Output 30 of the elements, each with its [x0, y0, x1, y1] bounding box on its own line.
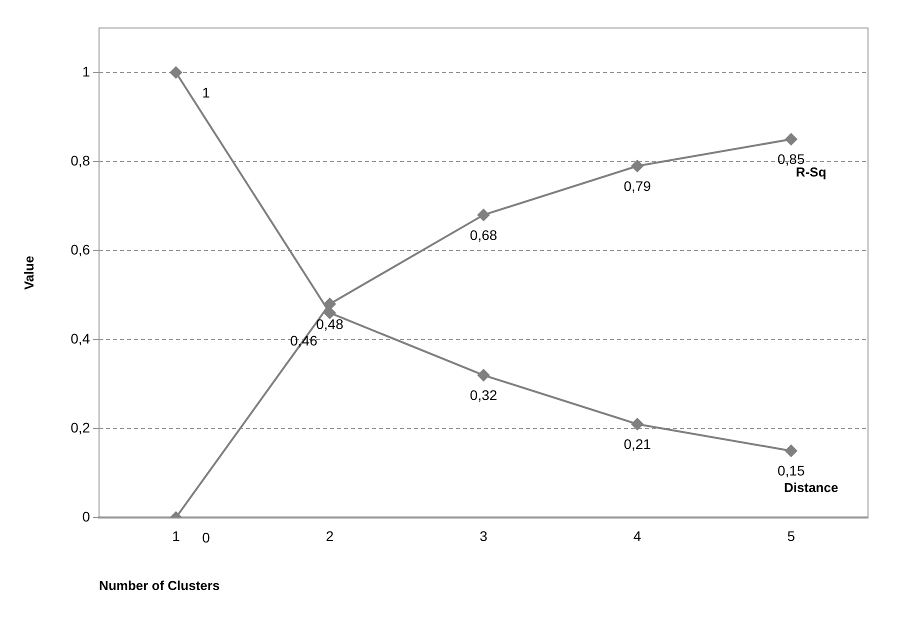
x-tick-label: 2: [326, 528, 334, 544]
data-label: 0,68: [470, 226, 498, 243]
y-tick-label: 0,4: [70, 330, 90, 346]
data-label: 0,32: [470, 387, 498, 404]
point: [170, 66, 182, 79]
point: [478, 208, 490, 221]
data-label: 0,46: [290, 332, 318, 349]
data-label: 0: [202, 529, 210, 546]
point: [785, 444, 798, 457]
y-tick-label: 0: [82, 508, 90, 524]
point: [631, 160, 644, 172]
x-tick-label: 4: [633, 528, 642, 544]
point: [631, 418, 644, 430]
y-tick-label: 0,8: [70, 152, 90, 168]
data-label: 0,21: [624, 436, 652, 452]
x-tick-label: 5: [787, 528, 796, 544]
y-tick-label: 1: [82, 63, 90, 80]
data-label: 0,79: [624, 178, 652, 194]
point: [478, 369, 490, 382]
data-label: 1: [202, 84, 210, 100]
y-tick-label: 0,6: [70, 241, 90, 258]
y-axis-title: Value: [21, 256, 36, 290]
data-label: 0,15: [777, 462, 805, 479]
series-label: Distance: [784, 480, 838, 495]
y-tick-label: 0,2: [70, 419, 90, 436]
x-tick-label: 1: [172, 528, 180, 544]
data-label: 0,48: [316, 316, 344, 332]
x-axis-title: Number of Clusters: [99, 578, 220, 593]
point: [785, 133, 798, 146]
x-tick-label: 3: [480, 528, 488, 544]
